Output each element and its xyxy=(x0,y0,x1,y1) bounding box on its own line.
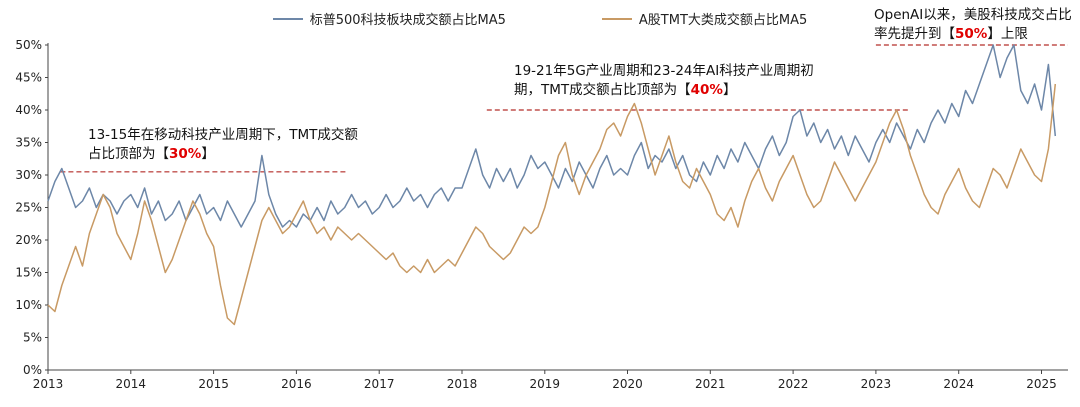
legend: 标普500科技板块成交额占比MA5 A股TMT大类成交额占比MA5 xyxy=(0,9,1080,28)
annotation-openai-50pct: OpenAI以来，美股科技成交占比率先提升到【50%】上限 xyxy=(874,6,1078,44)
annotation-text: 】上限 xyxy=(987,25,1028,42)
legend-line-swatch-sp500-tech xyxy=(272,17,303,20)
annotation-tmt-40pct: 19-21年5G产业周期和23-24年AI科技产业周期初期，TMT成交额占比顶部… xyxy=(514,62,838,100)
series-line-0 xyxy=(47,44,1057,228)
annotation-highlight-value: 50% xyxy=(955,25,988,42)
legend-label-sp500-tech: 标普500科技板块成交额占比MA5 xyxy=(309,13,506,28)
y-tick-label: 35% xyxy=(15,136,42,150)
x-tick-label: 2025 xyxy=(1026,377,1057,391)
x-tick-label: 2022 xyxy=(778,377,809,391)
y-tick-label: 0% xyxy=(23,363,42,377)
legend-label-a-share-tmt: A股TMT大类成交额占比MA5 xyxy=(638,13,808,28)
y-tick-label: 5% xyxy=(23,331,42,345)
series-line-1 xyxy=(47,83,1057,326)
x-tick-label: 2013 xyxy=(33,377,64,391)
x-tick-label: 2023 xyxy=(861,377,892,391)
x-tick-label: 2019 xyxy=(530,377,561,391)
y-tick-label: 10% xyxy=(15,298,42,312)
x-tick-label: 2024 xyxy=(943,377,974,391)
y-tick-label: 45% xyxy=(15,71,42,85)
annotation-tmt-30pct: 13-15年在移动科技产业周期下，TMT成交额占比顶部为【30%】 xyxy=(88,126,360,164)
annotation-text: 】 xyxy=(201,145,215,162)
annotation-highlight-value: 40% xyxy=(690,81,723,98)
annotation-text: 13-15年在移动科技产业周期下，TMT成交额占比顶部为【 xyxy=(88,127,358,162)
legend-item-a-share-tmt: A股TMT大类成交额占比MA5 xyxy=(601,9,808,28)
x-tick-label: 2017 xyxy=(364,377,395,391)
annotation-text: 】 xyxy=(722,81,737,98)
y-tick-label: 25% xyxy=(15,201,42,215)
annotation-text: 19-21年5G产业周期和23-24年AI科技产业周期初期，TMT成交额占比顶部… xyxy=(514,63,814,98)
legend-line-swatch-a-share-tmt xyxy=(601,17,632,20)
x-tick-label: 2016 xyxy=(281,377,312,391)
legend-item-sp500-tech: 标普500科技板块成交额占比MA5 xyxy=(272,9,506,28)
y-tick-label: 40% xyxy=(15,103,42,117)
x-tick-label: 2021 xyxy=(695,377,726,391)
x-tick-label: 2020 xyxy=(612,377,643,391)
y-tick-label: 15% xyxy=(15,266,42,280)
y-tick-label: 50% xyxy=(15,38,42,52)
y-tick-label: 20% xyxy=(15,233,42,247)
y-tick-label: 30% xyxy=(15,168,42,182)
x-tick-label: 2014 xyxy=(116,377,147,391)
x-tick-label: 2018 xyxy=(447,377,478,391)
x-tick-label: 2015 xyxy=(198,377,229,391)
annotation-text: OpenAI以来，美股科技成交占比率先提升到【 xyxy=(874,7,1072,42)
annotation-highlight-value: 30% xyxy=(169,145,202,162)
